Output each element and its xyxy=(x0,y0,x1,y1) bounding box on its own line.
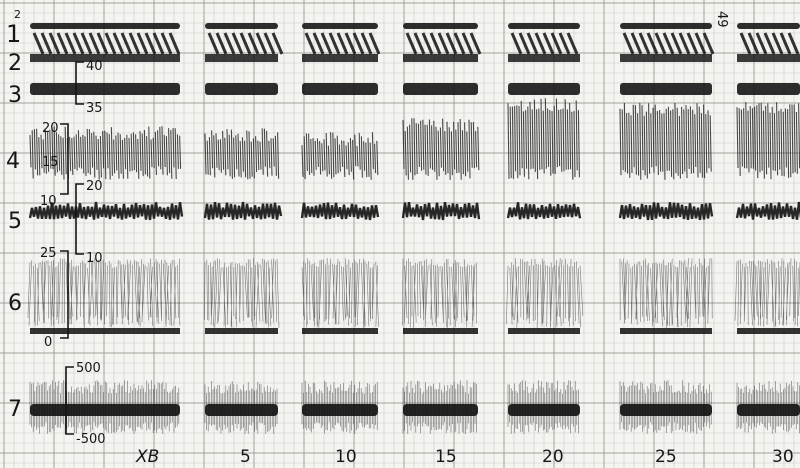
scale-label-35: 35 xyxy=(86,101,103,116)
scale-label-10a: 10 xyxy=(40,194,57,209)
scale-label-minus-500: -500 xyxy=(76,432,106,447)
x-tick-label-10: 10 xyxy=(335,447,357,467)
x-tick-label-30: 30 xyxy=(772,447,794,467)
channel-label-5: 5 xyxy=(8,209,22,234)
trace-channel-4 xyxy=(29,98,800,180)
scale-bars xyxy=(60,61,84,435)
scale-label-0: 0 xyxy=(44,335,52,350)
scale-bar-4 xyxy=(60,123,69,195)
scale-bar-2-3 xyxy=(75,61,84,105)
x-tick-label-20: 20 xyxy=(542,447,564,467)
corner-mark-left: 2 xyxy=(14,8,21,21)
scale-label-20b: 20 xyxy=(86,179,103,194)
trace-channel-6 xyxy=(27,257,800,334)
x-tick-label-5: 5 xyxy=(240,447,251,467)
scale-label-15: 15 xyxy=(42,155,59,170)
x-tick-label-25: 25 xyxy=(655,447,677,467)
channel-label-3: 3 xyxy=(8,83,22,108)
corner-mark-right: 49 xyxy=(714,11,729,28)
scale-label-500: 500 xyxy=(76,361,101,376)
traces xyxy=(27,23,800,434)
channel-label-6: 6 xyxy=(8,291,22,316)
scale-bar-5 xyxy=(75,183,84,255)
trace-channel-3 xyxy=(30,83,800,95)
scale-label-25: 25 xyxy=(40,246,57,261)
trace-channel-7 xyxy=(29,380,800,434)
x-tick-label-15: 15 xyxy=(435,447,457,467)
channel-label-7: 7 xyxy=(8,397,22,422)
scale-bar-7 xyxy=(65,366,74,435)
x-tick-label-xb: ХВ xyxy=(135,447,159,467)
channel-label-2: 2 xyxy=(8,51,22,76)
scale-bar-6 xyxy=(60,250,69,339)
channel-label-1: 1 xyxy=(6,20,21,48)
trace-channel-1 xyxy=(30,23,800,29)
scale-label-10b: 10 xyxy=(86,251,103,266)
scale-label-40: 40 xyxy=(86,59,103,74)
trace-channel-5 xyxy=(28,201,800,221)
trace-channel-2 xyxy=(30,32,800,62)
scale-label-20a: 20 xyxy=(42,121,59,136)
channel-label-4: 4 xyxy=(6,149,20,174)
